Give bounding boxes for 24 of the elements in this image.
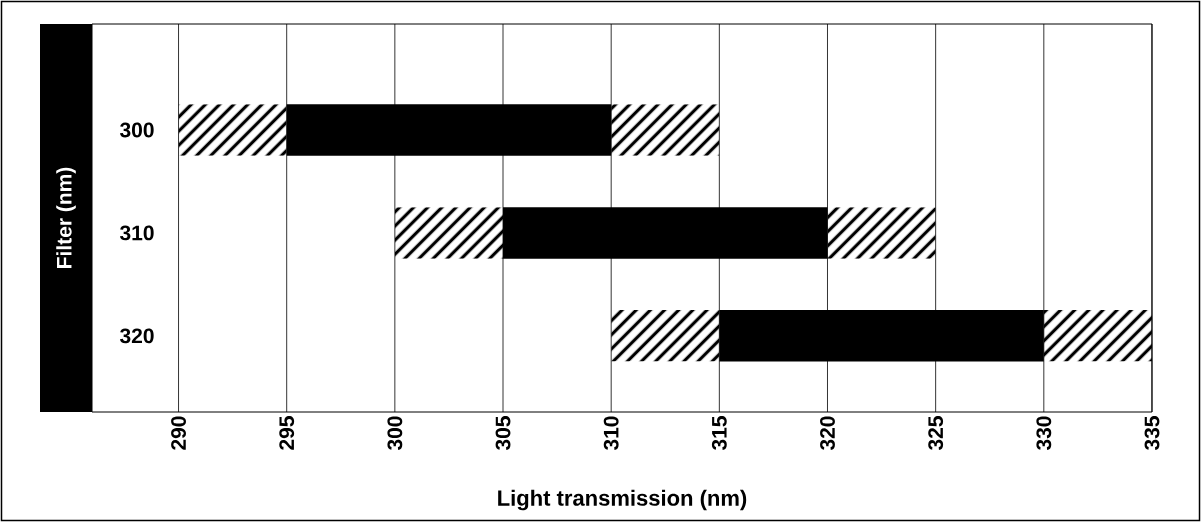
x-tick-label: 315	[711, 416, 727, 451]
bar	[611, 104, 720, 156]
bar	[719, 310, 1044, 362]
x-tick-label: 305	[495, 416, 511, 451]
bar	[827, 207, 936, 259]
x-tick-label: 330	[1036, 416, 1052, 451]
x-tick-label: 310	[603, 416, 619, 451]
y-tick-label: 320	[119, 328, 154, 344]
x-tick-label: 290	[171, 416, 186, 450]
y-tick-label: 300	[119, 122, 154, 138]
x-tick-label: 300	[387, 416, 403, 451]
bar	[178, 104, 287, 156]
bar	[286, 104, 612, 156]
bar	[1043, 310, 1152, 362]
x-tick-label: 295	[279, 416, 295, 450]
y-tick-label: 310	[119, 225, 154, 241]
x-tick-label: 325	[928, 416, 944, 451]
y-axis-title: Filter (nm)	[56, 167, 76, 268]
bar	[611, 310, 720, 362]
bar	[394, 207, 504, 259]
x-tick-label: 320	[820, 416, 835, 451]
x-tick-label: 335	[1144, 416, 1160, 451]
x-axis-title: Light transmission (nm)	[498, 489, 747, 511]
bar	[503, 207, 828, 259]
